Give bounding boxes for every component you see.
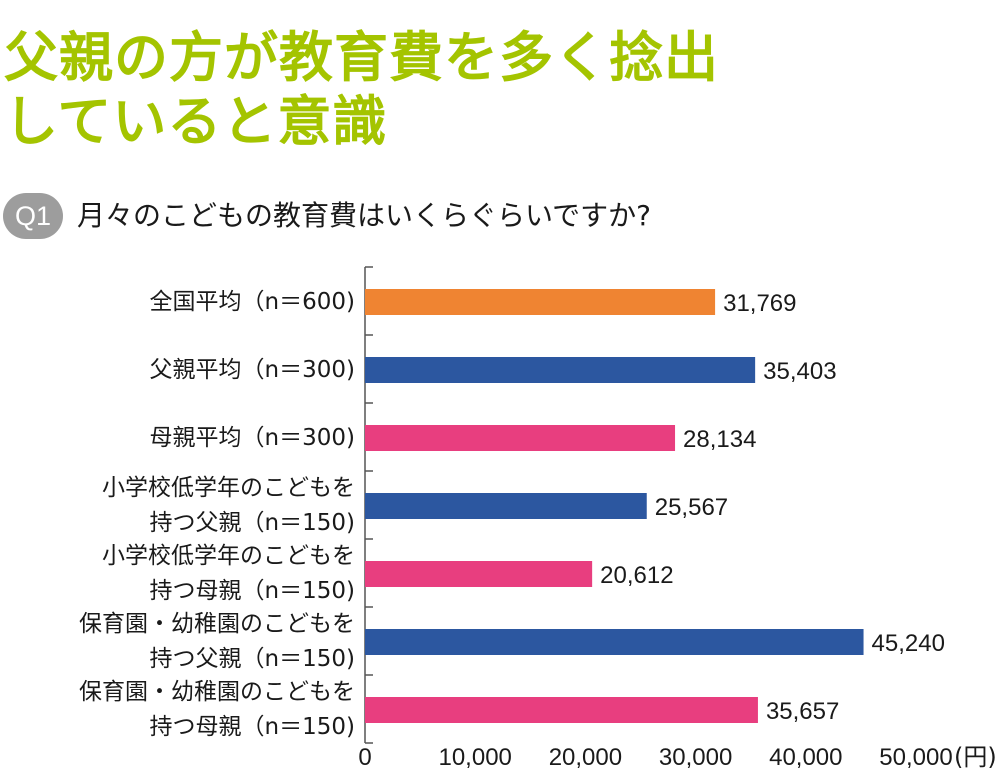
bar: [365, 425, 676, 451]
headline-line-1: 父親の方が教育費を多く捻出: [4, 26, 719, 89]
headline: 父親の方が教育費を多く捻出 していると意識: [4, 26, 719, 154]
x-tick-label: 10,000: [438, 744, 511, 770]
bar: [365, 629, 864, 655]
bar: [365, 697, 758, 723]
bar: [365, 357, 756, 383]
x-tick-label: 0: [358, 744, 371, 770]
category-label-line: 保育園・幼稚園のこどもを: [79, 679, 355, 705]
category-label-line: 全国平均（n＝600): [149, 288, 355, 315]
bar-value-label: 35,403: [763, 358, 836, 385]
category-label: 保育園・幼稚園のこどもを持つ父親（n＝150): [0, 607, 355, 677]
bar: [365, 493, 647, 519]
headline-line-2: していると意識: [4, 90, 388, 153]
category-label: 父親平均（n＝300): [0, 353, 355, 388]
category-label: 全国平均（n＝600): [0, 285, 355, 320]
category-label-line: 持つ母親（n＝150): [149, 714, 355, 740]
category-label-line: 持つ母親（n＝150): [149, 578, 355, 604]
category-label-line: 父親平均（n＝300): [149, 356, 355, 383]
category-label-line: 小学校低学年のこどもを: [102, 543, 355, 569]
category-label-line: 小学校低学年のこどもを: [102, 475, 355, 501]
category-label-line: 母親平均（n＝300): [149, 424, 355, 451]
category-label: 小学校低学年のこどもを持つ父親（n＝150): [0, 471, 355, 541]
x-tick-label: 20,000: [549, 744, 622, 770]
bar-value-label: 25,567: [655, 494, 728, 521]
question-text: 月々のこどもの教育費はいくらぐらいですか?: [77, 199, 652, 232]
bar: [365, 289, 716, 315]
bar-value-label: 35,657: [766, 698, 839, 725]
category-label-line: 持つ父親（n＝150): [149, 646, 355, 672]
category-label: 保育園・幼稚園のこどもを持つ母親（n＝150): [0, 675, 355, 745]
category-label-line: 持つ父親（n＝150): [149, 510, 355, 536]
bar-value-label: 31,769: [723, 290, 796, 317]
category-label: 小学校低学年のこどもを持つ母親（n＝150): [0, 539, 355, 609]
question-badge: Q1: [3, 193, 63, 239]
bar-value-label: 28,134: [683, 426, 756, 453]
x-tick-label: 40,000: [769, 744, 842, 770]
bar-value-label: 45,240: [872, 630, 945, 657]
category-label: 母親平均（n＝300): [0, 421, 355, 456]
x-tick-label: 30,000: [659, 744, 732, 770]
x-tick-label: 50,000: [879, 744, 952, 770]
x-unit-label: (円): [954, 743, 997, 770]
category-label-line: 保育園・幼稚園のこどもを: [79, 611, 355, 637]
bar-value-label: 20,612: [600, 562, 673, 589]
bar: [365, 561, 593, 587]
